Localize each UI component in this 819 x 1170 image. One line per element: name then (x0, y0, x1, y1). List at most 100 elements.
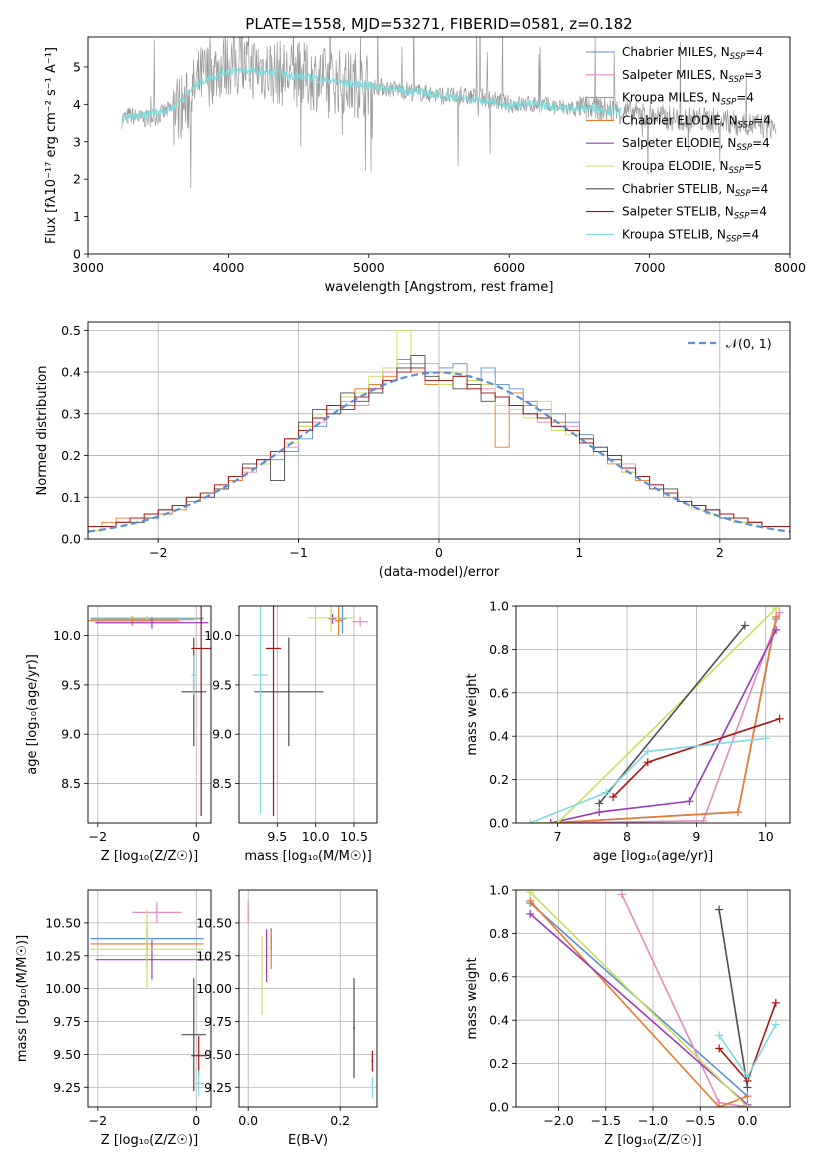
y-tick-label: 9.75 (204, 1014, 232, 1029)
x-tick-label: 0.0 (238, 1113, 258, 1128)
y-tick-label: 9.25 (53, 1080, 81, 1095)
y-tick-label: 9.25 (204, 1080, 232, 1095)
axes-frame (238, 605, 378, 824)
panel-residuals: −2 −1 0 1 2 0.0 0.1 0.2 0.3 0.4 0.5 (data-model)/er… (35, 321, 791, 580)
x-tick-label: −2 (149, 545, 167, 560)
y-tick-label: 5 (73, 59, 81, 74)
y-tick-label: 0.6 (489, 969, 509, 984)
y-tick-label: 0.4 (489, 1013, 509, 1028)
x-tick-label: −1.0 (638, 1113, 668, 1128)
axes-frame (87, 36, 791, 255)
y-tick-label: 2 (73, 172, 81, 187)
panel-age_vs_Z: −2 0 8.5 9.0 9.5 10.0 Z [log₁₀(Z/Z☉)] age [log₁… (25, 605, 212, 864)
x-axis-label: wavelength [Angstrom, rest frame] (325, 280, 554, 295)
plot-area-mass_vs_ebv (247, 901, 374, 1098)
y-tick-label: 0.5 (61, 323, 81, 338)
x-tick-label: 1 (575, 545, 583, 560)
panels: 3000 4000 5000 6000 7000 8000012345wavelength… (15, 36, 806, 1148)
y-tick-label: 8.5 (212, 776, 232, 791)
spectrum-legend: Chabrier MILES, NSSP=4 Salpeter MILES, NS… (586, 45, 771, 244)
axes-frame (87, 889, 212, 1108)
y-tick-label: 9.50 (204, 1047, 232, 1062)
y-tick-label: 0.1 (61, 490, 81, 505)
panel-mass_vs_Z: −2 0 9.25 9.50 9.75 10.00 10.25 10.50 Z [log₁₀(Z… (15, 889, 212, 1148)
x-tick-label: 4000 (212, 260, 244, 275)
y-tick-label: 0.2 (61, 448, 81, 463)
x-tick-label: −2.0 (543, 1113, 573, 1128)
y-tick-label: 8.5 (61, 776, 81, 791)
y-axis-label: Flux [fλ10⁻¹⁷ erg cm⁻² s⁻¹ A⁻¹] (44, 47, 59, 244)
legend-entry: Salpeter MILES, NSSP=3 (622, 68, 762, 85)
legend-entry: Kroupa STELIB, NSSP=4 (622, 227, 759, 244)
y-axis-label: Normed distribution (35, 366, 50, 496)
plot-area-weight_vs_Z (526, 890, 780, 1107)
y-tick-label: 1.0 (489, 883, 509, 898)
y-tick-label: 10.0 (204, 628, 232, 643)
plot-area-spectrum (121, 37, 777, 189)
x-axis-label: Z [log₁₀(Z/Z☉)] (101, 1133, 198, 1148)
y-tick-label: 0.6 (489, 685, 509, 700)
x-tick-label: −2 (89, 829, 107, 844)
panel-weight_vs_Z: −2.0 −1.5 −1.0 −0.5 0.0 0.0 0.2 0.4 0.6 0.8 1.0 Z [… (465, 883, 791, 1148)
panel-weight_vs_age: 7 8 9 10 0.0 0.2 0.4 0.6 0.8 1.0 age [log₁₀(age/yr… (465, 599, 791, 864)
y-tick-label: 10.0 (53, 628, 81, 643)
panel-spectrum: 3000 4000 5000 6000 7000 8000 0 1 2 3 4 5 wavelength… (44, 36, 806, 295)
weight-series-7 (529, 737, 766, 823)
panel-mass_vs_ebv: 0.0 0.2 9.25 9.50 9.75 10.00 10.25 10.50 E(B-V) (196, 889, 378, 1148)
x-tick-label: 6000 (493, 260, 525, 275)
y-tick-label: 9.0 (212, 727, 232, 742)
y-tick-label: 0.2 (489, 772, 509, 787)
x-tick-label: 5000 (353, 260, 385, 275)
axes-frame (87, 605, 212, 824)
legend-entry: Chabrier STELIB, NSSP=4 (622, 182, 768, 199)
panel-age_vs_mass: 9.5 10.0 10.5 8.5 9.0 9.5 10.0 mass [log₁₀(M/M☉… (204, 605, 378, 864)
legend-entry: Salpeter ELODIE, NSSP=4 (622, 136, 770, 153)
y-axis-label: mass weight (465, 673, 480, 755)
y-tick-label: 10.25 (45, 948, 81, 963)
x-tick-label: 3000 (72, 260, 104, 275)
figure-title: PLATE=1558, MJD=53271, FIBERID=0581, z=0… (245, 15, 632, 33)
y-tick-label: 0 (73, 247, 81, 262)
x-tick-label: 7000 (634, 260, 666, 275)
legend-entry: Chabrier ELODIE, NSSP=4 (622, 113, 771, 130)
x-tick-label: −1.5 (591, 1113, 621, 1128)
y-axis-label: age [log₁₀(age/yr)] (25, 654, 40, 775)
x-tick-label: 0 (192, 1113, 200, 1128)
y-tick-label: 0.4 (489, 729, 509, 744)
weight-series-4 (536, 607, 777, 823)
legend-entry: Chabrier MILES, NSSP=4 (622, 45, 763, 62)
x-tick-label: 8 (623, 829, 631, 844)
y-tick-label: 9.0 (61, 727, 81, 742)
y-tick-label: 0.0 (489, 1100, 509, 1115)
x-tick-label: 10.0 (302, 829, 330, 844)
y-tick-label: 10.00 (45, 981, 81, 996)
legend-entry: Kroupa ELODIE, NSSP=5 (622, 159, 762, 176)
x-tick-label: 0.0 (738, 1113, 758, 1128)
x-tick-label: 10.5 (340, 829, 368, 844)
histogram-series-5 (88, 367, 790, 532)
y-tick-label: 4 (73, 97, 81, 112)
y-tick-label: 0.8 (489, 926, 509, 941)
y-tick-label: 10.25 (196, 948, 232, 963)
y-tick-label: 0.2 (489, 1056, 509, 1071)
spectrum-series-model (121, 65, 622, 124)
x-axis-label: Z [log₁₀(Z/Z☉)] (604, 1133, 701, 1148)
y-tick-label: 0.3 (61, 406, 81, 421)
y-tick-label: 9.5 (212, 677, 232, 692)
y-tick-label: 1 (73, 209, 81, 224)
plot-area-age_vs_mass (252, 606, 368, 817)
y-tick-label: 0.8 (489, 642, 509, 657)
y-axis-label: mass weight (465, 957, 480, 1039)
y-tick-label: 1.0 (489, 599, 509, 614)
x-tick-label: 9.5 (267, 829, 287, 844)
x-tick-label: 0 (192, 829, 200, 844)
weight-series-4 (529, 891, 749, 1107)
x-axis-label: age [log₁₀(age/yr)] (593, 849, 714, 864)
axes-frame (515, 605, 791, 824)
plot-area-age_vs_Z (88, 606, 211, 817)
legend-entry: 𝒩(0, 1) (726, 336, 772, 351)
x-tick-label: 9 (692, 829, 700, 844)
weight-series-5 (598, 624, 746, 805)
axes-frame (238, 889, 378, 1108)
